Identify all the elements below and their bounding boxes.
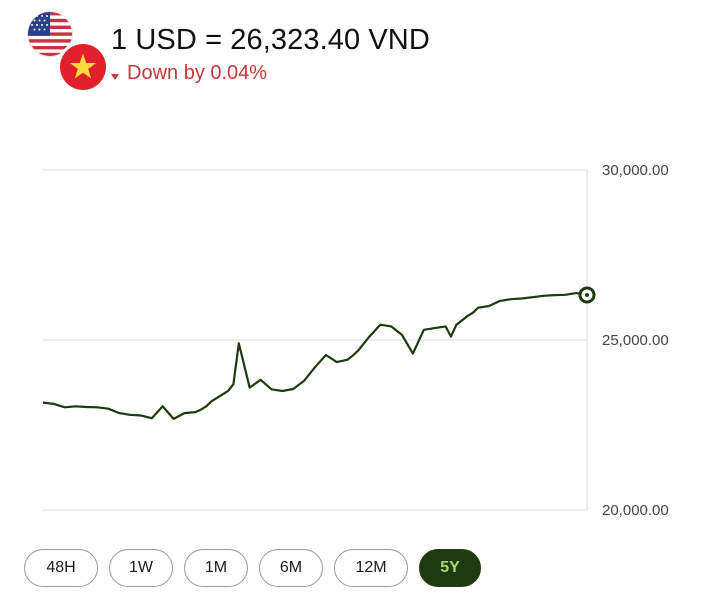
currency-flags [28, 12, 109, 93]
vietnam-flag-icon [57, 41, 109, 93]
range-button-1m[interactable]: 1M [184, 549, 248, 587]
rate-series-line [42, 292, 588, 420]
rate-history-chart: 30,000.00 25,000.00 20,000.00 [42, 162, 669, 519]
us-flag-icon [28, 12, 72, 56]
down-arrow-icon [111, 73, 119, 80]
range-button-5y[interactable]: 5Y [419, 549, 481, 587]
range-button-12m[interactable]: 12M [334, 549, 408, 587]
range-button-48h[interactable]: 48H [24, 549, 98, 587]
latest-point-dot [585, 293, 589, 298]
range-button-6m[interactable]: 6M [259, 549, 323, 587]
y-tick-label: 25,000.00 [602, 332, 669, 349]
rate-change: Down by 0.04% [108, 62, 267, 85]
y-tick-label: 30,000.00 [602, 162, 669, 179]
exchange-rate-title: 1 USD = 26,323.40 VND [111, 24, 430, 56]
rate-change-text: Down by 0.04% [127, 62, 268, 84]
time-range-selector: 48H 1W 1M 6M 12M 5Y [24, 549, 481, 587]
range-button-1w[interactable]: 1W [109, 549, 173, 587]
y-tick-label: 20,000.00 [602, 502, 669, 519]
